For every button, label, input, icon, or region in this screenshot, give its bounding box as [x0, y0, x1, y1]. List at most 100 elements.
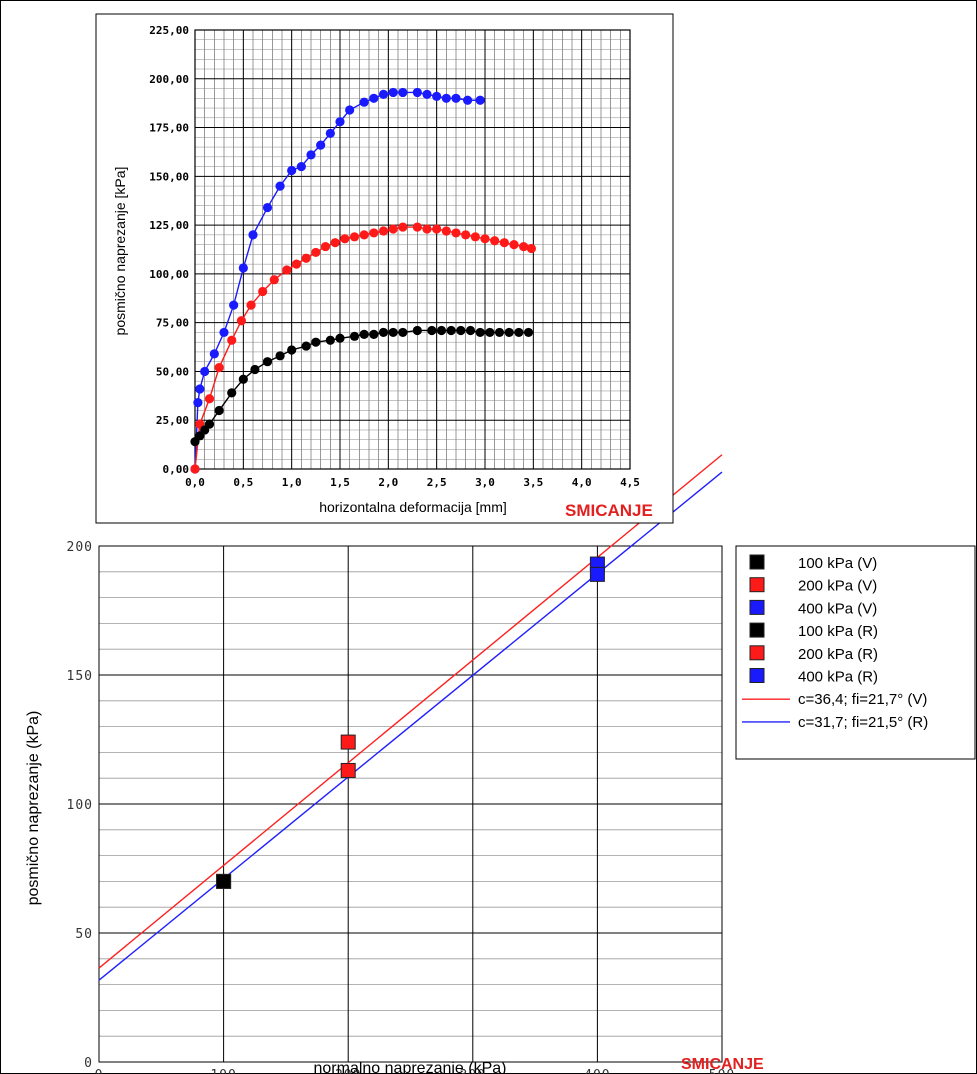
inset-data-point [238, 263, 248, 273]
inset-data-point [291, 259, 302, 269]
bottom-y-tick: 0 [84, 1056, 93, 1071]
inset-data-point [369, 329, 379, 339]
legend-box [735, 545, 976, 760]
bottom-data-point [589, 566, 605, 582]
inset-data-point [204, 394, 215, 404]
inset-data-point [499, 238, 509, 248]
inset-x-tick: 3,0 [475, 476, 495, 489]
legend-swatch [749, 554, 765, 570]
inset-data-point [275, 181, 285, 191]
inset-data-point [480, 234, 490, 244]
inset-data-point [258, 286, 268, 297]
bottom-envelope-line [98, 471, 723, 981]
inset-data-point [262, 202, 273, 213]
bottom-y-tick: 150 [67, 669, 93, 684]
legend-items: 100 kPa (V) 200 kPa (V) 400 kPa (V) 100 kPa… [742, 554, 928, 731]
bottom-y-tick: 100 [67, 798, 93, 813]
inset-data-point [465, 325, 476, 336]
inset-x-tick: 0,5 [233, 476, 253, 489]
bottom-envelope-line [98, 454, 723, 969]
inset-data-point [427, 325, 437, 336]
inset-data-point [388, 87, 398, 98]
inset-data-point [475, 95, 485, 105]
inset-x-tick: 2,0 [378, 476, 398, 489]
legend-swatch [749, 668, 765, 683]
inset-data-point [325, 128, 335, 139]
inset-data-point [485, 327, 495, 338]
inset-data-point [204, 419, 215, 429]
inset-data-point [359, 329, 369, 339]
inset-data-point [311, 337, 321, 347]
inset-data-point [519, 241, 529, 252]
legend-label: 200 kPa (V) [798, 578, 877, 595]
inset-data-point [526, 243, 537, 254]
inset-chart: 0,0 0,5 1,0 1,5 2,0 2,5 3,0 3,5 4,0 4,5 0,00 25,00… [95, 13, 674, 524]
bottom-y-tick: 50 [75, 927, 93, 942]
inset-x-tick: 1,5 [330, 476, 350, 489]
legend-label: 400 kPa (R) [798, 669, 878, 686]
inset-data-point [388, 224, 398, 234]
inset-data-point [422, 224, 432, 234]
inset-data-point [463, 95, 473, 105]
bottom-x-tick: 400 [584, 1068, 610, 1074]
inset-data-point [335, 333, 345, 343]
inset-data-point [432, 91, 442, 101]
inset-data-point [398, 222, 408, 232]
inset-data-point [398, 327, 408, 338]
inset-data-point [475, 327, 485, 338]
bottom-chart: 0 100 200 300 400 500 0 50 100 150 200 normalno n… [25, 454, 764, 1074]
inset-data-point [432, 224, 442, 234]
legend-swatch [749, 622, 765, 638]
inset-data-point [238, 374, 248, 384]
bottom-x-axis-label: normalno naprezanje (kPa) [314, 1060, 507, 1074]
bottom-x-tick-labels: 0 100 200 300 400 500 [95, 1068, 735, 1074]
inset-series-group [190, 222, 537, 474]
inset-data-point [330, 238, 340, 248]
inset-data-point [345, 105, 355, 115]
inset-data-point [456, 325, 466, 336]
inset-data-point [451, 228, 461, 238]
bottom-x-tick: 200 [335, 1068, 361, 1074]
inset-data-point [412, 87, 422, 98]
inset-y-axis-label: posmično naprezanje [kPa] [112, 167, 128, 336]
inset-x-tick-labels: 0,0 0,5 1,0 1,5 2,0 2,5 3,0 3,5 4,0 4,5 [185, 476, 640, 489]
bottom-y-tick-labels: 0 50 100 150 200 [67, 540, 93, 1071]
legend-label: 100 kPa (R) [798, 623, 878, 640]
legend-swatch [749, 599, 765, 615]
inset-data-point [369, 228, 379, 238]
legend-label: 400 kPa (V) [798, 600, 877, 617]
legend-swatch [749, 645, 765, 661]
bottom-x-tick: 0 [95, 1068, 104, 1074]
inset-data-point [209, 349, 219, 359]
inset-data-point [441, 226, 451, 236]
inset-x-tick: 1,0 [282, 476, 302, 489]
inset-x-tick: 4,0 [572, 476, 592, 489]
inset-y-tick: 50,00 [156, 365, 189, 378]
inset-data-point [195, 384, 205, 394]
bottom-major-grid [98, 545, 723, 1063]
inset-data-point [504, 327, 514, 338]
inset-data-point [461, 230, 471, 240]
inset-y-tick: 225,00 [149, 24, 189, 37]
bottom-envelope-lines [98, 454, 723, 981]
inset-data-point [412, 325, 422, 336]
inset-data-point [229, 300, 239, 310]
bottom-y-axis-label: posmično naprezanje (kPa) [25, 711, 42, 906]
inset-data-point [494, 327, 505, 338]
legend: 100 kPa (V) 200 kPa (V) 400 kPa (V) 100 kPa… [735, 545, 976, 760]
inset-data-point [451, 93, 461, 103]
inset-major-grid [194, 29, 631, 470]
bottom-data-point [340, 734, 356, 750]
inset-data-point [227, 388, 237, 398]
inset-data-point [190, 464, 200, 474]
inset-data-point [436, 325, 447, 336]
inset-data-point [227, 335, 237, 345]
inset-data-point [490, 236, 500, 246]
inset-data-point [275, 351, 285, 361]
inset-data-point [369, 93, 379, 103]
inset-series-group [190, 87, 485, 474]
inset-data-point [325, 335, 335, 345]
inset-series-group [190, 325, 534, 447]
legend-label: 200 kPa (R) [798, 646, 878, 663]
inset-data-point [340, 234, 350, 244]
